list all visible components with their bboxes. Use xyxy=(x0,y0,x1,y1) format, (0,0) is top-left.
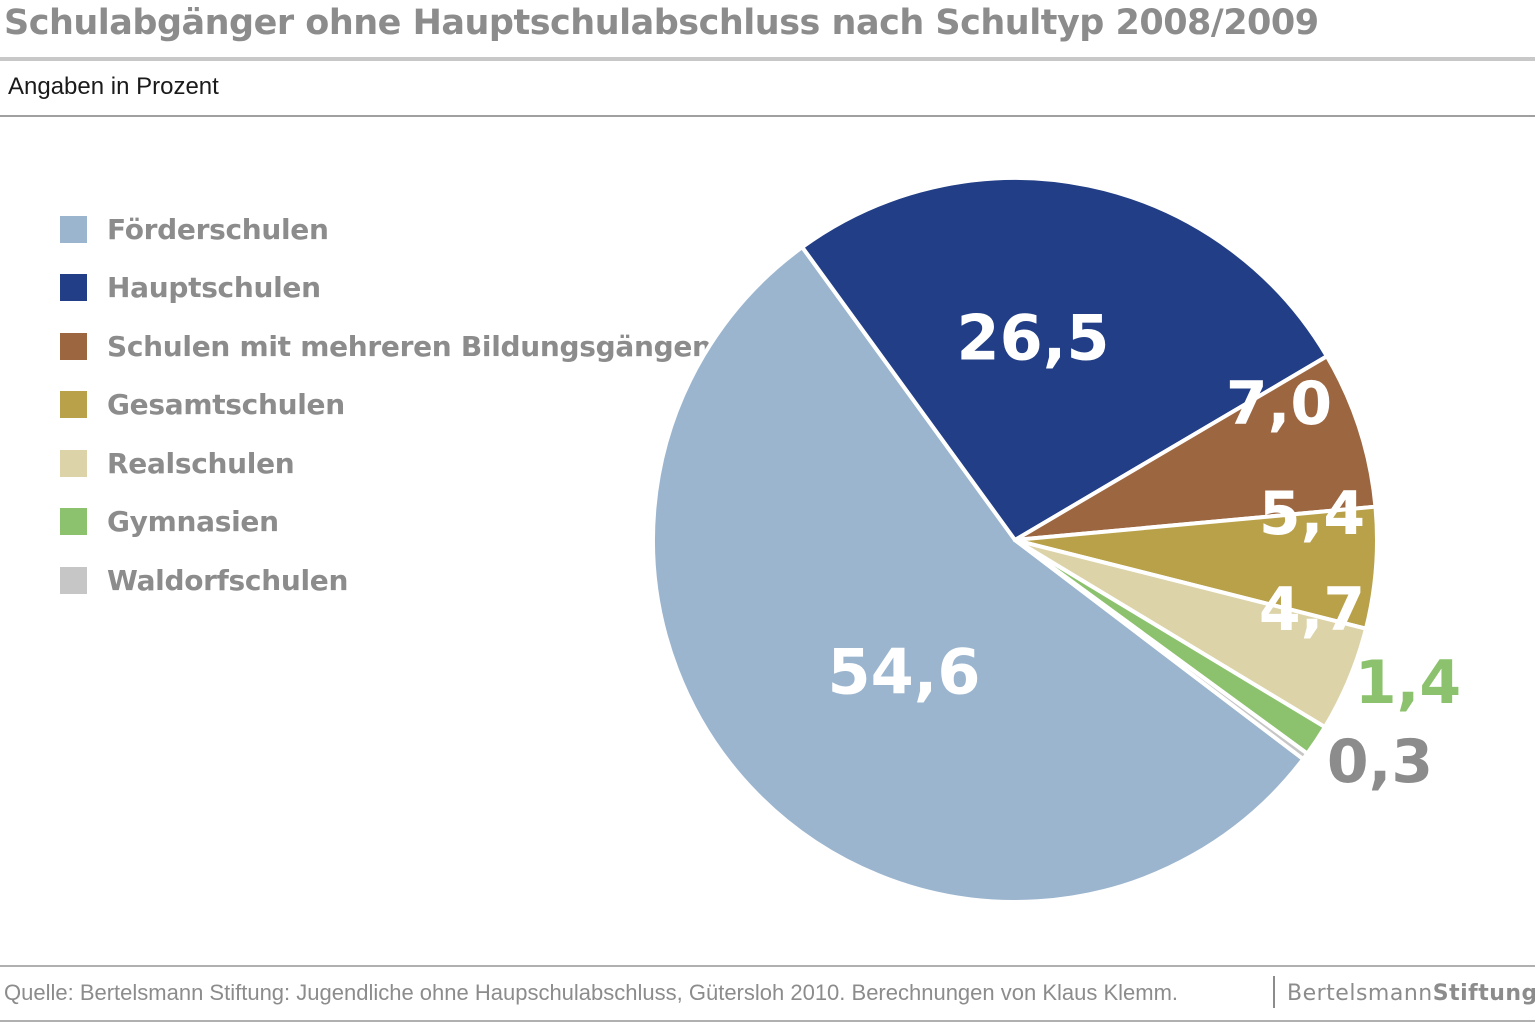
legend-item: Hauptschulen xyxy=(60,259,712,318)
legend-label: Gymnasien xyxy=(107,505,279,539)
title-divider xyxy=(0,57,1535,61)
subtitle-divider xyxy=(0,115,1535,117)
chart-subtitle: Angaben in Prozent xyxy=(8,73,219,100)
legend-label: Realschulen xyxy=(107,446,295,480)
legend-swatch xyxy=(60,274,87,302)
data-label: 7,0 xyxy=(1226,369,1332,439)
legend-item: Gesamtschulen xyxy=(60,376,712,435)
pie-slices xyxy=(651,176,1379,904)
legend-item: Förderschulen xyxy=(60,200,712,259)
pie-slice xyxy=(1013,354,1378,542)
legend-item: Gymnasien xyxy=(60,493,712,552)
legend-swatch xyxy=(60,391,87,419)
legend-swatch xyxy=(60,215,87,243)
chart-title: Schulabgänger ohne Hauptschulabschluss n… xyxy=(4,3,1319,43)
data-label: 54,6 xyxy=(828,636,981,709)
logo-text-light: Bertelsmann xyxy=(1287,981,1433,1006)
legend-label: Förderschulen xyxy=(107,212,329,246)
source-note: Quelle: Bertelsmann Stiftung: Jugendlich… xyxy=(4,980,1179,1005)
footer-divider xyxy=(0,965,1535,967)
legend-label: Hauptschulen xyxy=(107,271,321,305)
bertelsmann-stiftung-logo: BertelsmannStiftung xyxy=(1287,981,1535,1006)
legend-label: Schulen mit mehreren Bildungsgängen xyxy=(107,329,712,363)
logo-separator xyxy=(1273,976,1275,1008)
legend-label: Gesamtschulen xyxy=(107,388,345,422)
chart-legend: Förderschulen Hauptschulen Schulen mit meh… xyxy=(60,200,712,610)
legend-swatch xyxy=(60,332,87,360)
legend-swatch xyxy=(60,566,87,594)
data-label: 26,5 xyxy=(957,302,1110,375)
pie-slice xyxy=(1013,538,1310,762)
legend-item: Realschulen xyxy=(60,434,712,493)
data-label: 4,7 xyxy=(1259,575,1365,645)
legend-swatch xyxy=(60,508,87,536)
data-label: 1,4 xyxy=(1355,648,1461,718)
pie-slice xyxy=(800,176,1329,542)
legend-item: Waldorfschulen xyxy=(60,551,712,610)
data-label: 0,3 xyxy=(1327,727,1433,797)
logo-text-bold: Stiftung xyxy=(1432,981,1535,1006)
footer-bottom-rule xyxy=(0,1020,1535,1022)
legend-label: Waldorfschulen xyxy=(107,563,349,597)
pie-data-labels: 54,6 26,5 7,0 5,4 4,71,4 0,3 xyxy=(828,302,1462,798)
legend-item: Schulen mit mehreren Bildungsgängen xyxy=(60,317,712,376)
legend-swatch xyxy=(60,449,87,477)
pie-slice xyxy=(651,245,1306,904)
data-label: 5,4 xyxy=(1259,479,1365,549)
